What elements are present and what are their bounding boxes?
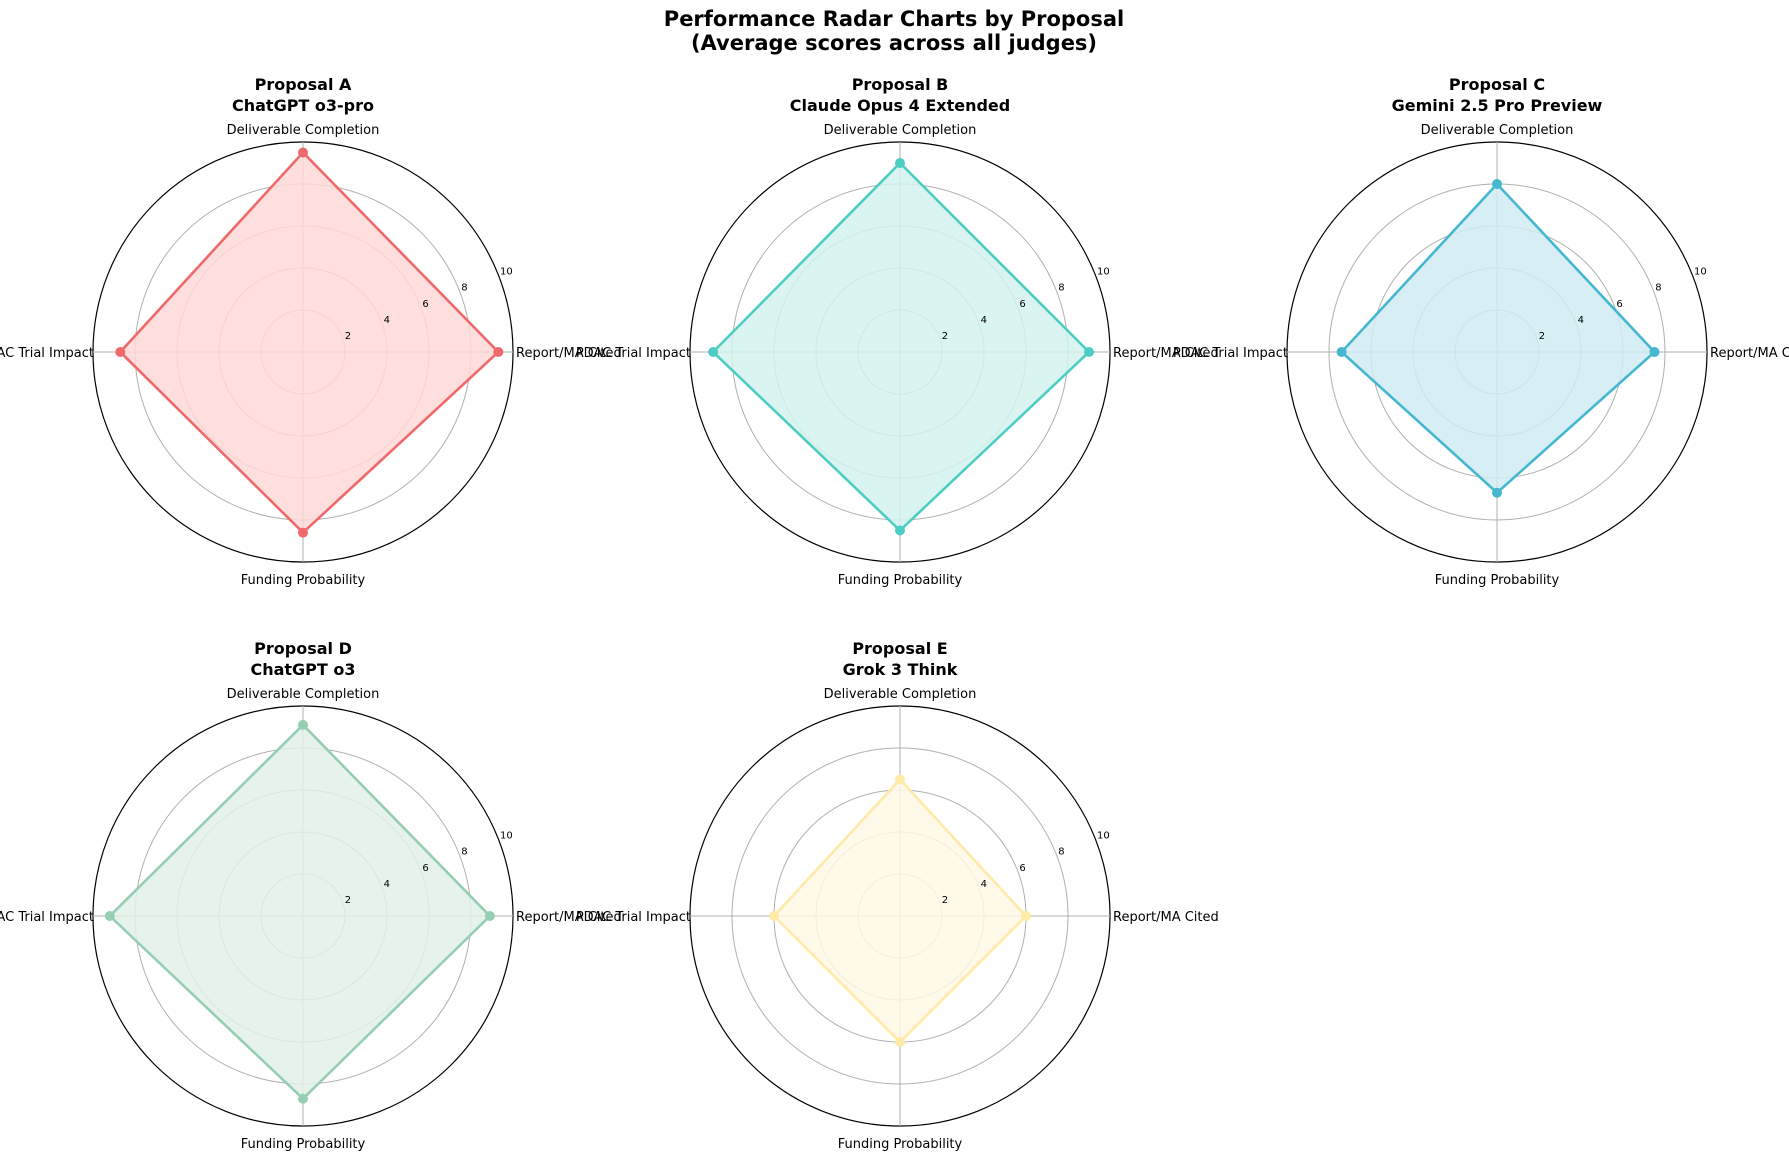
- radial-tick-label: 4: [384, 879, 390, 890]
- data-point-2: [115, 347, 126, 357]
- data-point-1: [298, 147, 308, 158]
- category-label: PDAC Trial Impact: [1173, 346, 1288, 361]
- data-point-2: [104, 911, 115, 921]
- figure-subtitle: (Average scores across all judges): [691, 31, 1097, 55]
- data-point-3: [298, 527, 308, 538]
- radial-tick-label: 8: [1058, 847, 1064, 858]
- radial-tick-label: 10: [500, 267, 513, 278]
- figure-title: Performance Radar Charts by Proposal: [664, 7, 1124, 31]
- category-label: Funding Probability: [241, 1137, 366, 1152]
- radial-tick-label: 4: [981, 315, 987, 326]
- radial-tick-label: 2: [942, 331, 948, 342]
- panel-subtitle: Grok 3 Think: [843, 660, 958, 679]
- series-area: [120, 152, 499, 533]
- radial-tick-label: 8: [461, 283, 467, 294]
- data-point-3: [895, 1037, 905, 1047]
- radial-tick-label: 4: [384, 315, 390, 326]
- category-label: Report/MA Cited: [1113, 346, 1219, 361]
- panel-subtitle: ChatGPT o3-pro: [232, 96, 374, 115]
- data-point-0: [1021, 911, 1031, 921]
- series-area: [774, 779, 1026, 1042]
- panel-subtitle: Claude Opus 4 Extended: [790, 96, 1010, 115]
- category-label: PDAC Trial Impact: [576, 346, 691, 361]
- series-area: [713, 163, 1089, 531]
- radial-tick-label: 10: [1694, 267, 1707, 278]
- radar-chart-3: 2 4 6 8 10 Report/MA Cited Deliverable Complet…: [0, 639, 622, 1152]
- radial-tick-label: 4: [1578, 315, 1584, 326]
- data-point-2: [769, 911, 779, 921]
- panel-title: Proposal C: [1449, 75, 1545, 94]
- category-label: Deliverable Completion: [227, 123, 380, 138]
- category-label: Funding Probability: [1435, 573, 1560, 588]
- radial-tick-label: 4: [981, 879, 987, 890]
- panel-subtitle: Gemini 2.5 Pro Preview: [1392, 96, 1603, 115]
- data-point-3: [895, 525, 905, 536]
- radial-tick-label: 2: [345, 331, 351, 342]
- category-label: Report/MA Cited: [1113, 910, 1219, 925]
- category-label: Deliverable Completion: [824, 123, 977, 138]
- radial-tick-label: 10: [500, 831, 513, 842]
- radar-panels: 2 4 6 8 10 Report/MA Cited Deliverable Complet…: [0, 75, 1789, 1152]
- panel-title: Proposal D: [254, 639, 352, 658]
- category-label: PDAC Trial Impact: [576, 910, 691, 925]
- radial-tick-label: 10: [1097, 831, 1110, 842]
- radial-tick-label: 2: [345, 895, 351, 906]
- radial-tick-label: 10: [1097, 267, 1110, 278]
- category-label: Report/MA Cited: [1710, 346, 1789, 361]
- category-label: Report/MA Cited: [516, 346, 622, 361]
- series-area: [109, 724, 490, 1099]
- category-label: Funding Probability: [241, 573, 366, 588]
- series-area: [1341, 184, 1655, 493]
- data-point-0: [484, 911, 495, 921]
- radar-chart-0: 2 4 6 8 10 Report/MA Cited Deliverable Complet…: [0, 75, 622, 588]
- category-label: Deliverable Completion: [824, 687, 977, 702]
- category-label: Report/MA Cited: [516, 910, 622, 925]
- radial-tick-label: 8: [1058, 283, 1064, 294]
- data-point-1: [298, 719, 308, 730]
- category-label: Funding Probability: [838, 573, 963, 588]
- radial-tick-label: 2: [942, 895, 948, 906]
- category-label: Deliverable Completion: [1421, 123, 1574, 138]
- radar-chart-4: 2 4 6 8 10 Report/MA Cited Deliverable Complet…: [576, 639, 1219, 1152]
- radar-chart-2: 2 4 6 8 10 Report/MA Cited Deliverable Complet…: [1173, 75, 1789, 588]
- radial-tick-label: 8: [461, 847, 467, 858]
- data-point-2: [1336, 347, 1347, 357]
- radial-tick-label: 6: [1616, 299, 1622, 310]
- panel-title: Proposal E: [852, 639, 947, 658]
- data-point-1: [895, 774, 905, 785]
- category-label: PDAC Trial Impact: [0, 910, 94, 925]
- radial-tick-label: 6: [1019, 863, 1025, 874]
- data-point-1: [1492, 179, 1502, 189]
- radial-tick-label: 8: [1655, 283, 1661, 294]
- radar-chart-1: 2 4 6 8 10 Report/MA Cited Deliverable Complet…: [576, 75, 1219, 588]
- data-point-0: [493, 347, 504, 357]
- panel-subtitle: ChatGPT o3: [250, 660, 355, 679]
- panel-title: Proposal A: [255, 75, 352, 94]
- radial-tick-label: 6: [422, 299, 428, 310]
- radial-tick-label: 2: [1539, 331, 1545, 342]
- category-label: PDAC Trial Impact: [0, 346, 94, 361]
- data-point-1: [895, 158, 905, 168]
- radial-tick-label: 6: [1019, 299, 1025, 310]
- data-point-3: [298, 1093, 308, 1104]
- data-point-0: [1649, 347, 1660, 357]
- panel-title: Proposal B: [852, 75, 949, 94]
- radial-tick-label: 6: [422, 863, 428, 874]
- data-point-2: [708, 347, 719, 357]
- data-point-0: [1084, 347, 1094, 357]
- data-point-3: [1492, 487, 1502, 498]
- category-label: Funding Probability: [838, 1137, 963, 1152]
- category-label: Deliverable Completion: [227, 687, 380, 702]
